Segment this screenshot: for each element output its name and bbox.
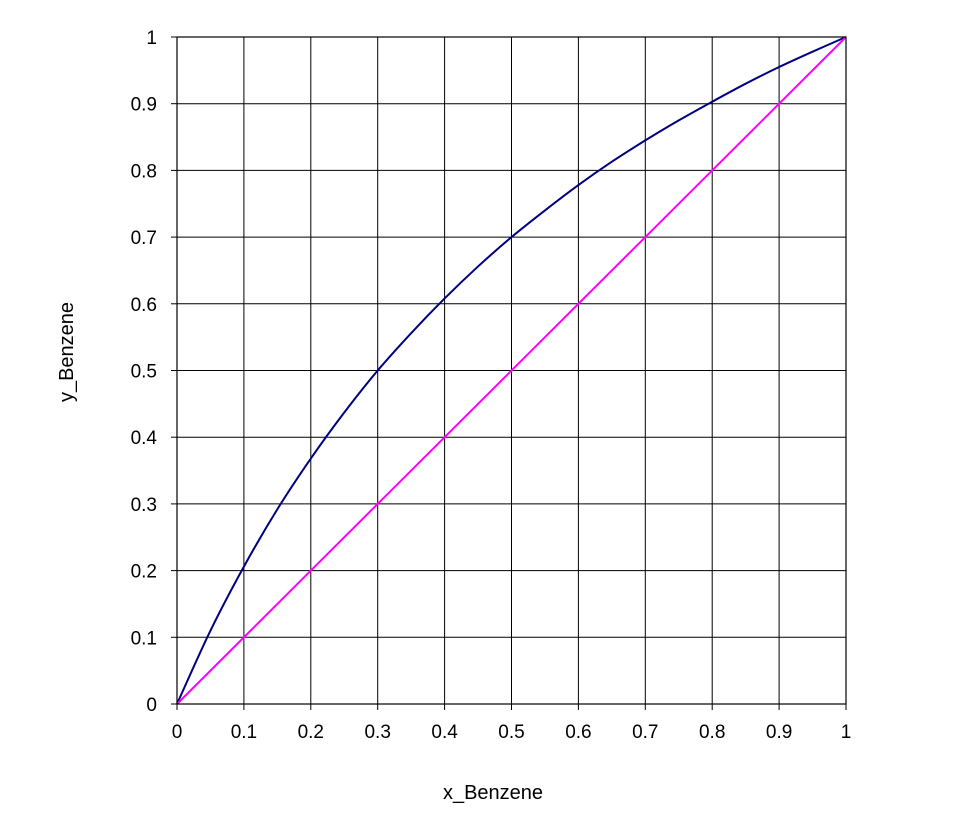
x-tick-label: 0.9	[766, 722, 792, 743]
equilibrium-curve	[176, 36, 847, 705]
diagonal-line	[176, 36, 847, 705]
series-layer	[176, 36, 847, 705]
y-tick-label: 0.5	[131, 362, 157, 383]
x-tick-label: 0	[172, 722, 183, 743]
x-tick-label: 0.3	[364, 722, 390, 743]
y-tick-label: 0.1	[131, 628, 157, 649]
y-tick-label: 0.3	[131, 495, 157, 516]
x-tick-label: 0.4	[431, 722, 458, 743]
y-axis-title: y_Benzene	[56, 302, 78, 402]
x-tick-label: 0.8	[699, 722, 725, 743]
y-tick-label: 1	[146, 28, 157, 49]
y-tick-label: 0.4	[131, 428, 158, 449]
tick-labels: 0 0.1 0.2 0.3 0.4 0.5 0.6 0.7 0.8 0.9 1 0 0.1 0.2 0.3 0…	[131, 28, 852, 743]
y-tick-label: 0.6	[131, 295, 157, 316]
x-axis-title: x_Benzene	[443, 782, 543, 804]
y-tick-label: 0.7	[131, 228, 157, 249]
x-tick-label: 0.7	[632, 722, 658, 743]
x-tick-label: 0.6	[565, 722, 591, 743]
plot-frame	[176, 36, 847, 705]
y-tick-label: 0.8	[131, 161, 157, 182]
frame-layer	[176, 36, 847, 705]
y-tick-label: 0	[146, 695, 157, 716]
y-tick-label: 0.9	[131, 95, 157, 116]
x-tick-label: 1	[841, 722, 852, 743]
y-tick-label: 0.2	[131, 562, 157, 583]
x-tick-label: 0.1	[231, 722, 257, 743]
x-tick-label: 0.2	[298, 722, 324, 743]
x-tick-label: 0.5	[498, 722, 524, 743]
